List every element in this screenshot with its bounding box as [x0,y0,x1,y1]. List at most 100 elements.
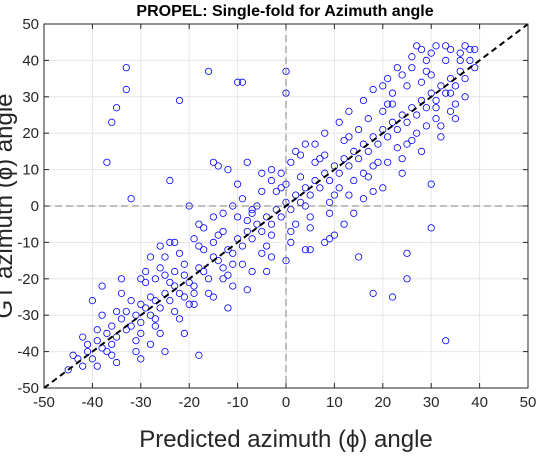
data-point [209,158,217,166]
data-point [446,107,455,115]
data-point [161,347,169,356]
data-point [267,253,276,261]
data-point [417,45,426,54]
data-point [345,133,353,141]
data-point [175,96,184,105]
data-point [267,166,276,174]
data-point [364,115,372,123]
data-point [151,315,159,323]
data-point [234,78,242,86]
data-point [156,242,164,250]
x-tick-label: -20 [178,394,200,411]
data-point [359,169,368,177]
data-point [219,275,227,283]
data-point [156,264,164,272]
x-tick-label: 0 [282,394,290,411]
data-point [156,329,164,337]
data-point [325,198,334,206]
data-point [122,85,130,94]
data-point [451,115,459,123]
data-point [335,169,343,177]
data-point [180,329,188,337]
data-point [229,282,237,290]
data-point [287,238,295,246]
data-point [427,49,435,57]
data-point [248,235,256,243]
data-point [427,71,435,79]
data-point [301,140,309,148]
data-point [137,318,145,327]
data-point [330,191,338,199]
data-point [456,49,464,57]
data-point [277,169,285,177]
x-tick-label: 50 [520,394,537,411]
data-point [267,176,276,185]
data-point [224,246,232,254]
data-point [442,89,450,97]
data-point [243,158,251,166]
data-point [258,187,266,196]
data-point [190,282,198,290]
data-point [248,209,256,217]
data-point [146,253,155,261]
data-point [243,216,251,225]
y-tick-label: 10 [22,162,39,179]
y-tick-label: 20 [22,125,39,142]
data-point [113,307,121,316]
data-point [451,82,459,90]
data-point [171,307,179,316]
data-point [354,155,363,163]
data-point [156,304,164,312]
data-point [142,278,150,287]
y-tick-label: -30 [17,307,39,324]
data-point [214,231,222,239]
data-point [108,322,116,330]
data-point [437,122,445,130]
data-point [93,362,101,370]
data-point [296,151,305,159]
data-point [132,337,140,345]
data-point [408,53,416,61]
data-point [122,64,130,72]
data-point [413,42,421,50]
reference-lines [43,23,529,389]
data-point [442,42,450,50]
data-point [117,315,126,323]
data-point [364,147,372,155]
data-point [422,56,430,65]
data-point [345,191,353,199]
data-point [287,227,295,236]
data-point [209,293,217,301]
data-point [214,162,222,170]
x-tick-label: -10 [227,394,249,411]
data-point [103,329,111,337]
data-point [98,282,106,290]
data-point [345,162,353,170]
data-point [417,147,426,155]
data-point [369,162,377,170]
data-point [175,289,184,297]
data-point [388,293,397,301]
y-tick-label: 30 [22,89,39,106]
data-point [325,176,334,185]
y-axis-label: GT azimuth (ϕ) angle [0,93,18,318]
data-point [306,246,314,254]
data-point [204,67,213,75]
data-point [340,136,348,145]
data-point [311,158,319,166]
y-tick-label: -10 [17,234,39,251]
y-tick-label: -40 [17,344,39,361]
data-point [258,169,266,177]
data-point [185,300,193,308]
data-point [393,144,401,152]
data-point [359,195,368,203]
data-point [379,184,387,192]
data-point [204,275,213,283]
data-point [350,176,358,185]
data-point [161,253,169,261]
data-point [224,271,232,279]
data-point [79,362,87,370]
x-tick-label: 10 [326,394,343,411]
data-point [325,235,334,243]
data-point [292,147,300,155]
